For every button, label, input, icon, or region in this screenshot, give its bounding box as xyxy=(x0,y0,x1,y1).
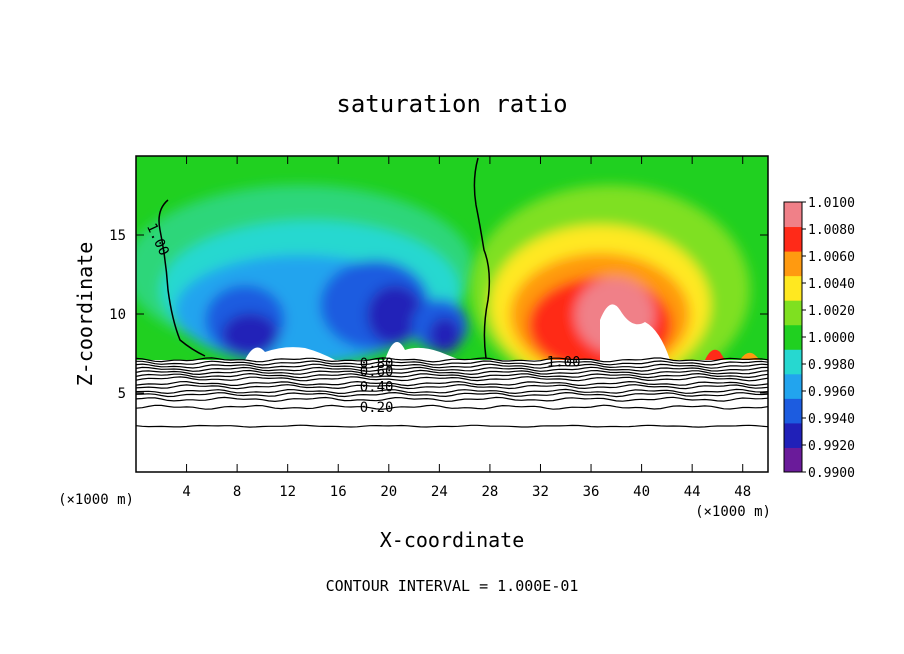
contour-line xyxy=(135,404,769,410)
x-tick-label: 32 xyxy=(532,484,549,500)
colorbar-label: 1.0000 xyxy=(808,331,855,346)
contour-label: 0.80 xyxy=(360,356,394,372)
contour-line xyxy=(135,369,769,376)
x-tick-label: 4 xyxy=(182,484,190,500)
contour-line xyxy=(135,372,769,379)
x-tick-label: 20 xyxy=(380,484,397,500)
x-tick-label: 24 xyxy=(431,484,448,500)
colorbar-label: 0.9940 xyxy=(808,412,855,427)
chart-title: saturation ratio xyxy=(336,90,567,118)
colorbar-label: 1.0020 xyxy=(808,304,855,319)
x-unit-label-right: (×1000 m) xyxy=(695,504,771,520)
colorbar-segment xyxy=(784,398,802,424)
contour-label: 1.00 xyxy=(547,354,581,370)
y-axis-label: Z-coordinate xyxy=(73,242,97,387)
colorbar-segment xyxy=(784,202,802,228)
y-tick-label: 10 xyxy=(109,307,126,323)
y-tick-label: 5 xyxy=(118,386,126,402)
colorbar: 1.0100 1.0080 1.0060 1.0040 1.0020 1.0000 0.99… xyxy=(783,196,855,481)
contour-line xyxy=(135,357,769,363)
x-tick-label: 28 xyxy=(481,484,498,500)
x-tick-label: 12 xyxy=(279,484,296,500)
x-axis-label: X-coordinate xyxy=(380,528,525,552)
contour-label: 0.40 xyxy=(360,380,394,396)
contour-labels: 1.001.000.800.600.400.20 xyxy=(143,221,581,416)
colorbar-label: 1.0100 xyxy=(808,196,855,211)
x-tick-label: 40 xyxy=(633,484,650,500)
colorbar-segment xyxy=(784,447,802,473)
x-tick-label: 44 xyxy=(684,484,701,500)
contour-line xyxy=(135,380,769,387)
contour-label: 0.20 xyxy=(360,400,394,416)
contour-line xyxy=(135,363,769,369)
colorbar-label: 0.9960 xyxy=(808,385,855,400)
colorbar-segment xyxy=(784,226,802,252)
colorbar-label: 0.9900 xyxy=(808,466,855,481)
x-tick-label: 48 xyxy=(734,484,751,500)
contour-line xyxy=(135,424,769,428)
contour-label: 0.60 xyxy=(360,364,394,380)
colorbar-segment xyxy=(784,300,802,326)
colorbar-label: 0.9980 xyxy=(808,358,855,373)
colorbar-segment xyxy=(784,373,802,399)
colorbar-label: 1.0080 xyxy=(808,223,855,238)
y-axis-ticks: 5 10 15 xyxy=(109,228,768,402)
x-tick-label: 16 xyxy=(330,484,347,500)
colorbar-label: 1.0060 xyxy=(808,250,855,265)
colorbar-label: 1.0040 xyxy=(808,277,855,292)
x-tick-label: 8 xyxy=(233,484,241,500)
saturation-field xyxy=(136,156,768,360)
x-unit-label-left: (×1000 m) xyxy=(58,492,134,508)
colorbar-segment xyxy=(784,251,802,277)
colorbar-segment xyxy=(784,324,802,350)
y-tick-label: 15 xyxy=(109,228,126,244)
contour-line xyxy=(135,384,769,390)
contour-interval-footer: CONTOUR INTERVAL = 1.000E-01 xyxy=(326,577,579,595)
contour-line xyxy=(135,396,769,403)
contour-lines xyxy=(135,357,769,428)
colorbar-label: 0.9920 xyxy=(808,439,855,454)
contour-line xyxy=(136,360,769,366)
x-tick-label: 36 xyxy=(583,484,600,500)
colorbar-segment xyxy=(784,275,802,301)
colorbar-segment xyxy=(784,349,802,375)
contour-line xyxy=(135,366,769,372)
colorbar-segment xyxy=(784,422,802,448)
contour-line xyxy=(135,391,769,398)
contour-line xyxy=(135,376,769,382)
contour-line xyxy=(135,388,769,395)
x-axis-ticks: 4 8 12 16 20 24 28 32 36 40 44 48 xyxy=(182,156,751,500)
